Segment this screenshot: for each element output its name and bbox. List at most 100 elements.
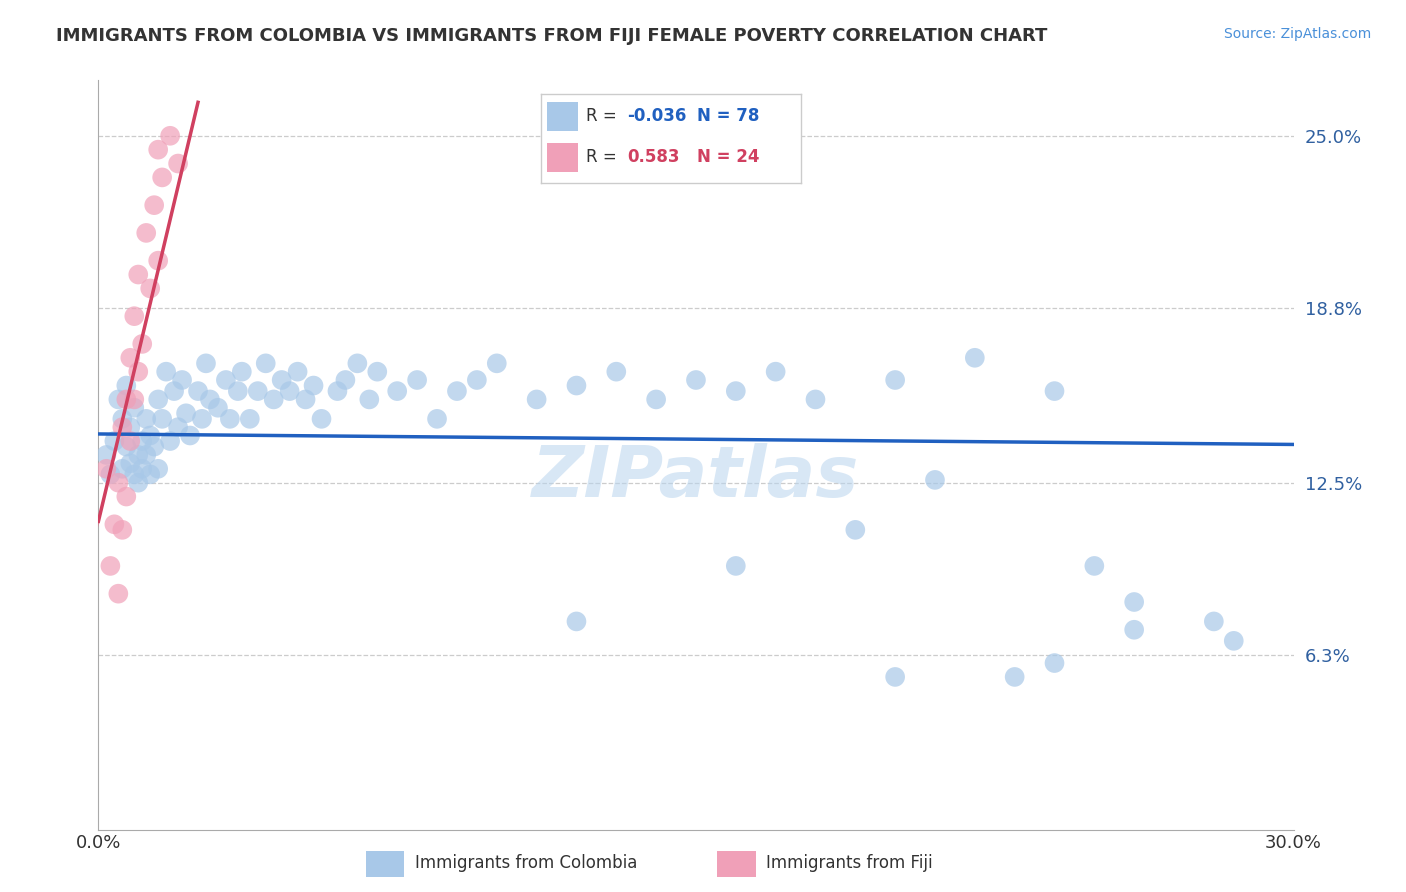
Point bbox=[311, 412, 333, 426]
Point bbox=[148, 462, 170, 476]
Point bbox=[150, 170, 173, 185]
Point bbox=[287, 365, 309, 379]
Point bbox=[139, 281, 162, 295]
Point bbox=[294, 392, 316, 407]
Point bbox=[191, 412, 214, 426]
Point bbox=[103, 434, 125, 448]
Point bbox=[135, 448, 157, 462]
Point bbox=[1123, 623, 1146, 637]
Point bbox=[167, 156, 190, 170]
Text: -0.036: -0.036 bbox=[627, 107, 686, 126]
Point bbox=[103, 517, 125, 532]
Point bbox=[1043, 656, 1066, 670]
Point bbox=[115, 392, 138, 407]
Point bbox=[135, 226, 157, 240]
Point bbox=[270, 373, 292, 387]
Point bbox=[346, 356, 368, 370]
Point bbox=[1202, 615, 1225, 629]
Point bbox=[1123, 595, 1146, 609]
Point bbox=[385, 384, 409, 398]
Point bbox=[724, 384, 747, 398]
Point bbox=[359, 392, 381, 407]
Point bbox=[187, 384, 209, 398]
Point bbox=[131, 462, 153, 476]
Point bbox=[326, 384, 349, 398]
Point bbox=[155, 365, 177, 379]
Text: N = 24: N = 24 bbox=[697, 148, 759, 167]
Point bbox=[120, 351, 142, 365]
Point bbox=[131, 434, 153, 448]
Text: Immigrants from Colombia: Immigrants from Colombia bbox=[415, 854, 637, 872]
Point bbox=[207, 401, 229, 415]
Point bbox=[174, 406, 197, 420]
Point bbox=[167, 420, 190, 434]
Point bbox=[148, 253, 170, 268]
Point bbox=[263, 392, 285, 407]
Point bbox=[124, 392, 146, 407]
Point bbox=[139, 428, 162, 442]
Point bbox=[446, 384, 468, 398]
Point bbox=[115, 490, 138, 504]
Text: R =: R = bbox=[585, 107, 621, 126]
Point bbox=[924, 473, 946, 487]
FancyBboxPatch shape bbox=[717, 851, 756, 877]
Point bbox=[107, 587, 129, 601]
Point bbox=[1083, 558, 1105, 573]
Point bbox=[195, 356, 218, 370]
Point bbox=[135, 412, 157, 426]
Point bbox=[139, 467, 162, 482]
Point bbox=[172, 373, 194, 387]
Point bbox=[366, 365, 388, 379]
Point bbox=[148, 143, 170, 157]
Point bbox=[143, 440, 166, 454]
Point bbox=[963, 351, 986, 365]
Point bbox=[884, 670, 907, 684]
Point bbox=[159, 128, 181, 143]
Point bbox=[179, 428, 201, 442]
Point bbox=[127, 268, 149, 282]
Point bbox=[107, 392, 129, 407]
Point bbox=[98, 467, 122, 482]
Text: Source: ZipAtlas.com: Source: ZipAtlas.com bbox=[1223, 27, 1371, 41]
Text: R =: R = bbox=[585, 148, 621, 167]
Point bbox=[226, 384, 249, 398]
Text: 0.583: 0.583 bbox=[627, 148, 679, 167]
Point bbox=[96, 462, 118, 476]
Point bbox=[565, 615, 588, 629]
Point bbox=[150, 412, 173, 426]
Point bbox=[98, 558, 122, 573]
Text: ZIPatlas: ZIPatlas bbox=[533, 443, 859, 512]
Point bbox=[565, 378, 588, 392]
Point bbox=[605, 365, 627, 379]
Point bbox=[143, 198, 166, 212]
Point bbox=[124, 401, 146, 415]
Point bbox=[127, 448, 149, 462]
Point bbox=[406, 373, 429, 387]
Point bbox=[148, 392, 170, 407]
Point bbox=[254, 356, 277, 370]
Point bbox=[107, 475, 129, 490]
Point bbox=[131, 337, 153, 351]
Point bbox=[124, 309, 146, 323]
Point bbox=[127, 365, 149, 379]
Point bbox=[335, 373, 357, 387]
Point bbox=[246, 384, 269, 398]
Point bbox=[1004, 670, 1026, 684]
Text: IMMIGRANTS FROM COLOMBIA VS IMMIGRANTS FROM FIJI FEMALE POVERTY CORRELATION CHAR: IMMIGRANTS FROM COLOMBIA VS IMMIGRANTS F… bbox=[56, 27, 1047, 45]
Point bbox=[120, 434, 142, 448]
Point bbox=[215, 373, 238, 387]
Point bbox=[485, 356, 508, 370]
Point bbox=[120, 456, 142, 470]
Point bbox=[526, 392, 548, 407]
Point bbox=[302, 378, 325, 392]
Point bbox=[115, 378, 138, 392]
FancyBboxPatch shape bbox=[547, 143, 578, 172]
Point bbox=[645, 392, 668, 407]
Point bbox=[1223, 633, 1246, 648]
Point bbox=[884, 373, 907, 387]
Point bbox=[96, 448, 118, 462]
Point bbox=[239, 412, 262, 426]
FancyBboxPatch shape bbox=[547, 102, 578, 131]
Text: Immigrants from Fiji: Immigrants from Fiji bbox=[766, 854, 934, 872]
Point bbox=[804, 392, 827, 407]
